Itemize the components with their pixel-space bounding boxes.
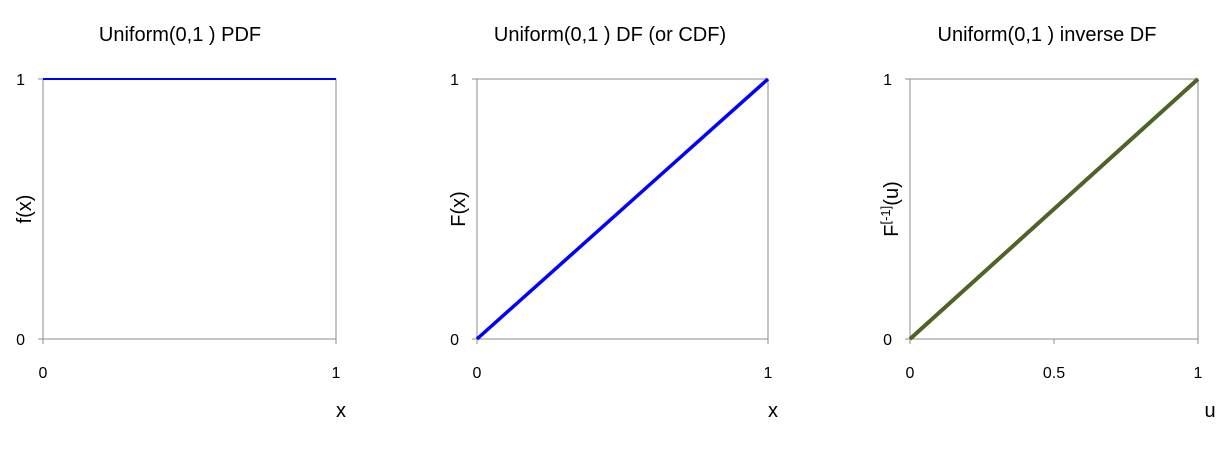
chart-3: Uniform(0,1 ) inverse DF 0 1 0 0.5 1 u F[-1](u) (878, 24, 1216, 422)
chart-1-plot-frame (42, 78, 337, 340)
chart-3-y-axis-label: F[-1](u) (878, 181, 903, 236)
chart-1-title: Uniform(0,1 ) PDF (99, 24, 261, 46)
chart-1-y-axis-label: f(x) (14, 195, 36, 224)
chart-3-x-tick-label: 0.5 (1043, 365, 1065, 382)
chart-3-x-tick-label: 1 (1194, 365, 1203, 382)
chart-1-y-tick-label: 1 (16, 72, 25, 89)
chart-3-y-tick-label: 1 (883, 72, 892, 89)
chart-1-x-tick-label: 1 (332, 365, 341, 382)
chart-2-x-axis-label: x (768, 400, 778, 422)
chart-3-x-tick-label: 0 (906, 365, 915, 382)
chart-2-series-line (475, 77, 770, 341)
chart-3-x-axis-label: u (1204, 400, 1215, 422)
chart-3-y-axis-label-sup: [-1] (878, 206, 893, 225)
chart-1-y-tick-label: 0 (16, 332, 25, 349)
chart-2-title: Uniform(0,1 ) DF (or CDF) (494, 24, 726, 46)
chart-1-x-tick-label: 0 (39, 365, 48, 382)
chart-2-x-tick-label: 0 (473, 365, 482, 382)
chart-3-series-line (908, 77, 1200, 341)
chart-3-y-axis-label-base: F (881, 225, 903, 237)
chart-2-y-axis-label: F(x) (448, 191, 470, 227)
chart-2: Uniform(0,1 ) DF (or CDF) 0 1 0 1 x F(x) (448, 24, 778, 422)
chart-2-y-tick-label: 0 (450, 332, 459, 349)
chart-1: Uniform(0,1 ) PDF 0 1 0 1 x f(x) (14, 24, 346, 422)
chart-3-y-tick-label: 0 (883, 332, 892, 349)
chart-1-x-axis-label: x (336, 400, 346, 422)
chart-2-y-tick-label: 1 (450, 72, 459, 89)
chart-2-plot-frame (476, 78, 769, 340)
chart-2-x-tick-label: 1 (764, 365, 773, 382)
chart-3-title: Uniform(0,1 ) inverse DF (938, 24, 1157, 46)
chart-3-y-axis-label-rest: (u) (881, 181, 903, 205)
